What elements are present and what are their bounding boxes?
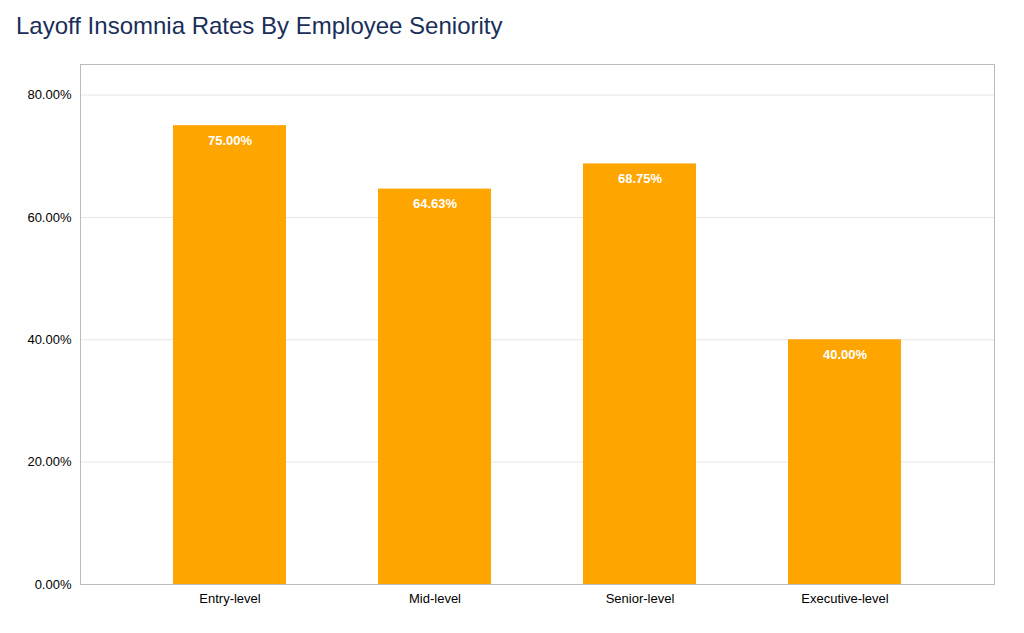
svg-text:68.75%: 68.75% xyxy=(618,171,663,186)
svg-text:Senior-level: Senior-level xyxy=(606,591,675,606)
svg-text:Executive-level: Executive-level xyxy=(801,591,889,606)
svg-text:40.00%: 40.00% xyxy=(823,347,868,362)
svg-text:75.00%: 75.00% xyxy=(208,133,253,148)
svg-text:0.00%: 0.00% xyxy=(35,577,72,592)
html-text:Layoff Insomnia Rates By Emplo: Layoff Insomnia Rates By Employee Senior… xyxy=(16,12,503,39)
svg-text:40.00%: 40.00% xyxy=(27,332,72,347)
svg-text:20.00%: 20.00% xyxy=(27,454,72,469)
svg-text:64.63%: 64.63% xyxy=(413,196,458,211)
svg-text:Entry-level: Entry-level xyxy=(199,591,261,606)
svg-text:60.00%: 60.00% xyxy=(27,210,72,225)
svg-text:80.00%: 80.00% xyxy=(27,87,72,102)
svg-text:Mid-level: Mid-level xyxy=(409,591,461,606)
